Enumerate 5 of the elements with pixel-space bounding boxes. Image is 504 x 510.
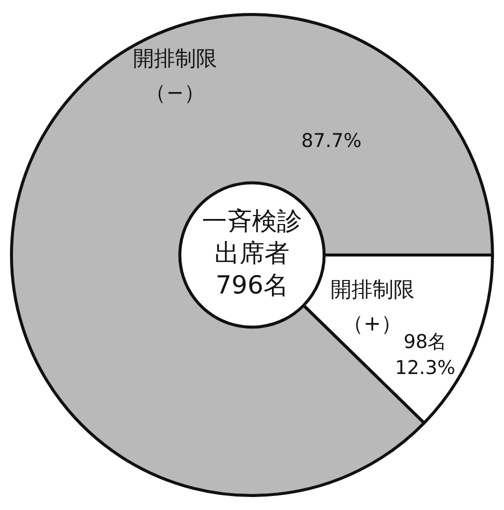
text: 796名 [216, 270, 288, 300]
data-label: 87.7% [301, 130, 362, 152]
text: 出席者 [214, 238, 290, 268]
text: 一斉検診 [202, 206, 302, 236]
slice-label: 開排制限（−） [133, 46, 218, 104]
